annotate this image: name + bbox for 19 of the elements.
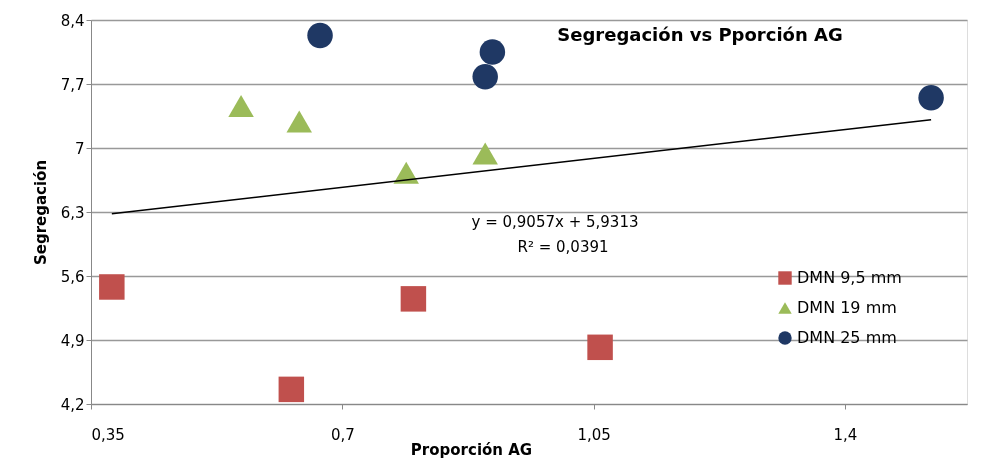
y-axis-title: Segregación <box>31 159 50 266</box>
legend-label: DMN 9,5 mm <box>797 268 902 287</box>
x-tick-label: 1,4 <box>833 425 858 444</box>
x-tick-label: 0,7 <box>330 425 355 444</box>
chart-title: Segregación vs Pporción AG <box>557 24 843 45</box>
y-tick-label: 8,4 <box>60 11 85 30</box>
annotation: R² = 0,0391 <box>517 238 609 256</box>
y-tick-label: 6,3 <box>60 203 85 222</box>
y-tick-label: 4,2 <box>60 395 85 414</box>
y-tick-label: 7,7 <box>60 75 85 94</box>
y-tick-label: 5,6 <box>60 267 85 286</box>
legend-label: DMN 19 mm <box>797 298 897 317</box>
x-axis-title: Proporción AG <box>410 440 533 459</box>
y-tick-label: 7 <box>74 139 85 158</box>
legend-label: DMN 25 mm <box>797 328 897 347</box>
x-tick-label: 1,05 <box>577 425 611 444</box>
annotation: y = 0,9057x + 5,9313 <box>471 213 639 231</box>
x-tick-label: 0,35 <box>91 425 125 444</box>
y-tick-label: 4,9 <box>60 331 85 350</box>
